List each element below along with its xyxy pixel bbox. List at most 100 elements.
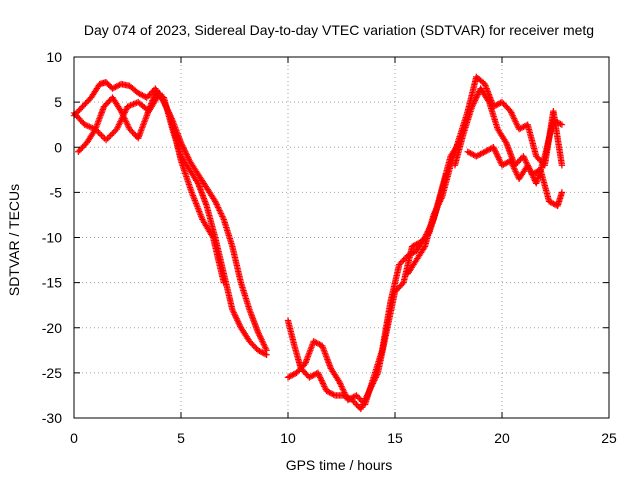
data-point bbox=[80, 142, 88, 149]
data-point bbox=[96, 130, 104, 138]
data-point bbox=[346, 395, 353, 403]
data-point bbox=[353, 392, 360, 399]
y-tick-label: -10 bbox=[42, 230, 62, 246]
data-point bbox=[495, 154, 502, 161]
data-point bbox=[104, 135, 111, 142]
data-point bbox=[327, 389, 334, 397]
data-point bbox=[474, 152, 481, 159]
x-tick-label: 10 bbox=[280, 430, 296, 446]
data-point bbox=[236, 321, 243, 328]
data-point bbox=[475, 151, 483, 158]
data-point bbox=[318, 377, 325, 384]
data-point bbox=[469, 101, 476, 109]
data-point bbox=[547, 198, 554, 206]
data-point bbox=[510, 163, 517, 171]
data-point bbox=[410, 242, 417, 249]
data-point bbox=[112, 83, 119, 91]
data-point bbox=[120, 110, 128, 118]
data-point bbox=[193, 178, 201, 186]
data-point bbox=[511, 116, 519, 124]
data-point bbox=[503, 103, 510, 110]
data-point bbox=[262, 345, 270, 353]
data-point bbox=[509, 162, 516, 169]
data-point bbox=[76, 147, 83, 154]
data-markers bbox=[70, 73, 566, 413]
y-tick-label: -20 bbox=[42, 320, 62, 336]
data-point bbox=[232, 314, 240, 321]
data-point bbox=[142, 93, 149, 101]
data-point bbox=[286, 373, 293, 380]
data-point bbox=[105, 133, 113, 141]
data-point bbox=[156, 89, 163, 97]
data-point bbox=[534, 154, 541, 161]
data-point bbox=[555, 119, 563, 127]
data-point bbox=[406, 251, 413, 258]
data-point bbox=[473, 92, 481, 100]
data-point bbox=[219, 214, 227, 222]
data-point bbox=[144, 92, 152, 100]
data-point bbox=[164, 106, 171, 113]
data-point bbox=[161, 100, 168, 107]
data-point bbox=[213, 201, 220, 208]
data-point bbox=[316, 372, 323, 380]
data-point bbox=[494, 153, 501, 160]
data-point bbox=[526, 166, 534, 174]
data-point bbox=[259, 339, 267, 346]
data-point bbox=[321, 383, 328, 390]
data-point bbox=[133, 99, 140, 106]
data-point bbox=[98, 132, 105, 139]
data-point bbox=[496, 157, 504, 164]
data-point bbox=[502, 138, 509, 145]
data-point bbox=[165, 109, 173, 116]
data-point bbox=[339, 386, 347, 393]
data-point bbox=[229, 308, 237, 315]
data-point bbox=[259, 349, 266, 356]
data-point bbox=[473, 94, 480, 101]
data-point bbox=[515, 126, 523, 133]
data-point bbox=[293, 369, 300, 377]
data-point bbox=[464, 148, 471, 155]
data-point bbox=[465, 149, 473, 156]
data-point bbox=[435, 201, 442, 208]
data-point bbox=[436, 198, 444, 205]
data-point bbox=[397, 259, 404, 267]
data-point bbox=[284, 374, 292, 381]
data-point bbox=[219, 213, 226, 220]
data-point bbox=[115, 122, 122, 130]
data-point bbox=[116, 119, 123, 127]
data-point bbox=[99, 133, 107, 141]
data-point bbox=[510, 165, 518, 172]
data-point bbox=[320, 381, 327, 389]
data-point bbox=[183, 151, 190, 158]
data-point bbox=[317, 375, 325, 383]
data-point bbox=[110, 129, 117, 136]
data-point bbox=[256, 332, 263, 339]
data-point bbox=[107, 132, 114, 139]
data-point bbox=[554, 119, 561, 126]
data-point bbox=[431, 210, 438, 217]
data-point bbox=[218, 211, 225, 219]
data-point bbox=[158, 94, 165, 101]
data-point bbox=[109, 130, 116, 138]
data-point bbox=[493, 101, 500, 109]
data-point bbox=[510, 113, 517, 121]
data-point bbox=[255, 330, 262, 337]
data-point bbox=[357, 396, 364, 404]
data-point bbox=[77, 145, 85, 152]
data-point bbox=[432, 207, 439, 214]
data-point bbox=[82, 100, 89, 107]
data-point bbox=[510, 115, 518, 122]
data-point bbox=[436, 199, 443, 207]
data-point bbox=[303, 371, 310, 378]
data-point bbox=[87, 124, 95, 131]
data-point bbox=[159, 97, 167, 104]
data-point bbox=[503, 159, 510, 167]
data-point bbox=[557, 120, 564, 128]
data-point bbox=[212, 198, 219, 205]
data-point bbox=[257, 348, 265, 356]
data-point bbox=[397, 282, 404, 289]
data-point bbox=[430, 211, 437, 219]
data-point bbox=[358, 404, 365, 411]
data-point bbox=[501, 160, 509, 167]
data-point bbox=[128, 101, 136, 108]
